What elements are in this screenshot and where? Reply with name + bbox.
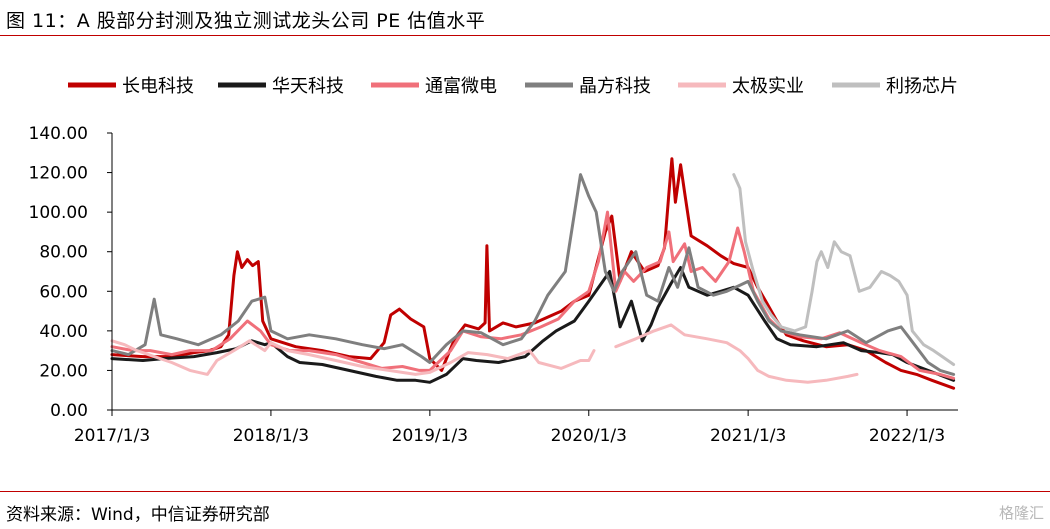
legend: 长电科技 华天科技 通富微电 晶方科技 太极实业 利扬芯片: [68, 76, 958, 97]
y-tick-label: 140.00: [29, 124, 88, 144]
x-tick-label: 2021/1/3: [710, 426, 786, 446]
y-tick-label: 60.00: [39, 282, 88, 302]
y-tick-label: 40.00: [39, 322, 88, 342]
y-tick-label: 100.00: [29, 203, 88, 223]
x-tick-label: 2020/1/3: [551, 426, 627, 446]
source-note: 资料来源：Wind，中信证券研究部: [6, 500, 270, 525]
line-chart: 长电科技 华天科技 通富微电 晶方科技 太极实业 利扬芯片 0.00 20.00 40.00 6…: [0, 36, 1050, 491]
series-lines: [112, 159, 954, 389]
y-tick-label: 0.00: [50, 401, 88, 421]
legend-label: 通富微电: [425, 76, 497, 97]
legend-label: 华天科技: [272, 76, 344, 97]
chart-title: 图 11：A 股部分封测及独立测试龙头公司 PE 估值水平: [6, 6, 485, 33]
legend-label: 长电科技: [122, 76, 194, 97]
y-tick-label: 120.00: [29, 164, 88, 184]
y-tick-label: 20.00: [39, 361, 88, 381]
legend-label: 太极实业: [732, 76, 804, 97]
legend-label: 晶方科技: [579, 76, 651, 97]
watermark: 格隆汇: [999, 502, 1044, 523]
y-tick-label: 80.00: [39, 243, 88, 263]
x-tick-label: 2022/1/3: [869, 426, 945, 446]
legend-label: 利扬芯片: [886, 76, 958, 97]
axes: 0.00 20.00 40.00 60.00 80.00 100.00 120.00 140.…: [29, 124, 958, 446]
x-tick-label: 2018/1/3: [233, 426, 309, 446]
x-tick-label: 2019/1/3: [392, 426, 468, 446]
x-tick-label: 2017/1/3: [74, 426, 150, 446]
bottom-rule: [0, 491, 1050, 492]
